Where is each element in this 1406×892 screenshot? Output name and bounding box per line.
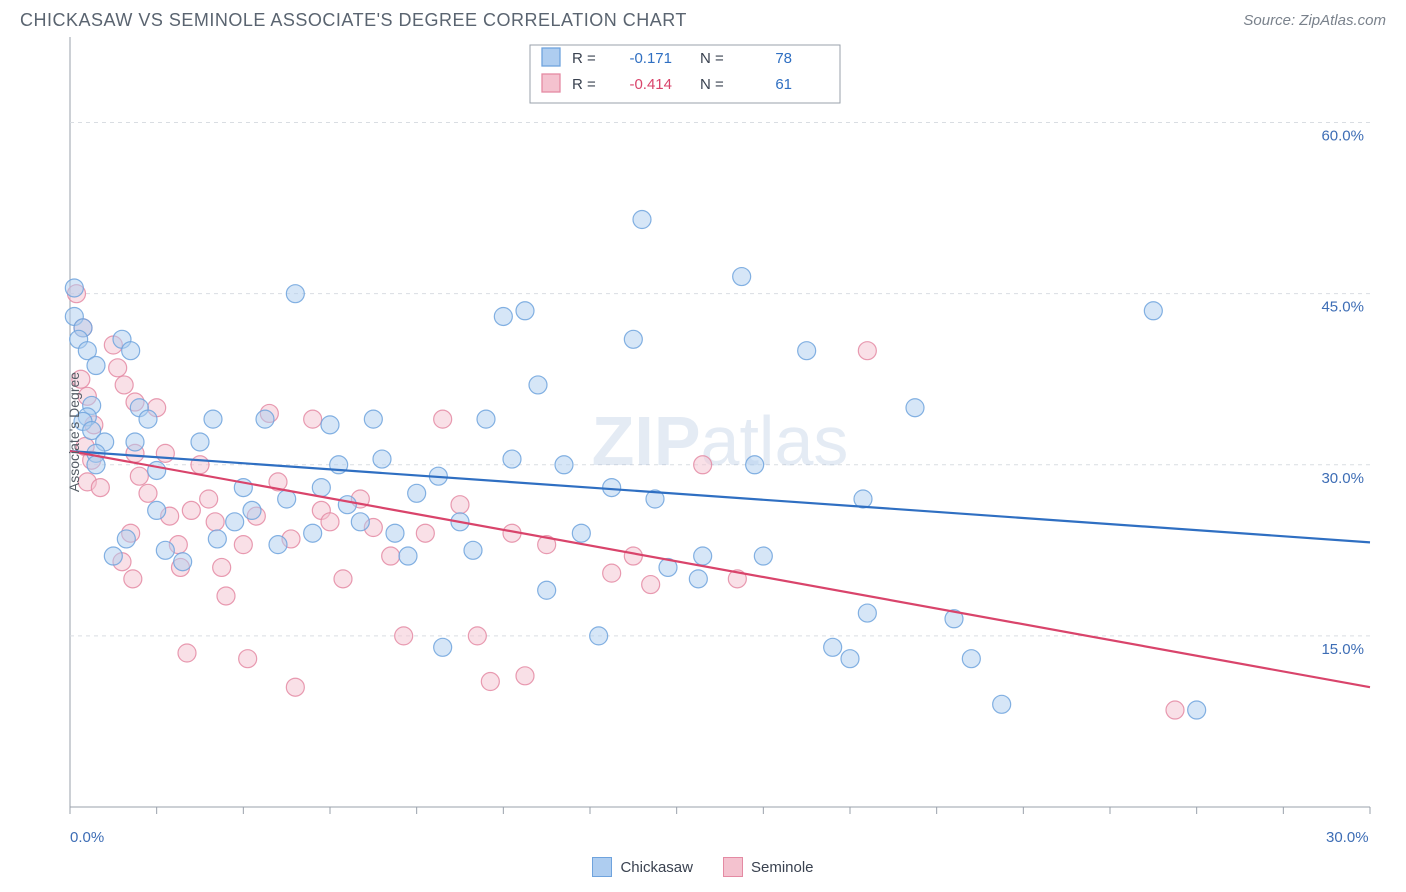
svg-text:30.0%: 30.0%: [1321, 470, 1364, 487]
source-attribution: Source: ZipAtlas.com: [1243, 12, 1386, 29]
svg-text:N =: N =: [700, 50, 724, 67]
scatter-chart: 60.0% 45.0% 30.0% 15.0% ZIPatlas R = -0.171 N =…: [20, 37, 1386, 827]
svg-text:-0.171: -0.171: [629, 50, 672, 67]
x-axis-labels: 0.0%30.0%: [20, 827, 1386, 849]
legend-label-seminole: Seminole: [751, 859, 814, 876]
square-icon: [592, 857, 612, 877]
legend-item-seminole: Seminole: [723, 857, 814, 877]
square-icon: [723, 857, 743, 877]
legend-item-chickasaw: Chickasaw: [592, 857, 693, 877]
svg-text:78: 78: [775, 50, 792, 67]
y-axis-label: Associate's Degree: [66, 372, 82, 492]
source-name: ZipAtlas.com: [1299, 12, 1386, 29]
legend-label-chickasaw: Chickasaw: [620, 859, 693, 876]
svg-text:ZIPatlas: ZIPatlas: [592, 402, 849, 480]
svg-text:60.0%: 60.0%: [1321, 128, 1364, 145]
svg-text:61: 61: [775, 76, 792, 93]
svg-text:N =: N =: [700, 76, 724, 93]
source-prefix: Source:: [1243, 12, 1299, 29]
svg-text:-0.414: -0.414: [629, 76, 672, 93]
chart-title: CHICKASAW VS SEMINOLE ASSOCIATE'S DEGREE…: [20, 10, 687, 31]
svg-text:45.0%: 45.0%: [1321, 299, 1364, 316]
svg-text:R =: R =: [572, 76, 596, 93]
bottom-legend: Chickasaw Seminole: [0, 857, 1406, 877]
svg-text:R =: R =: [572, 50, 596, 67]
chart-header: CHICKASAW VS SEMINOLE ASSOCIATE'S DEGREE…: [0, 0, 1406, 37]
svg-text:15.0%: 15.0%: [1321, 641, 1364, 658]
